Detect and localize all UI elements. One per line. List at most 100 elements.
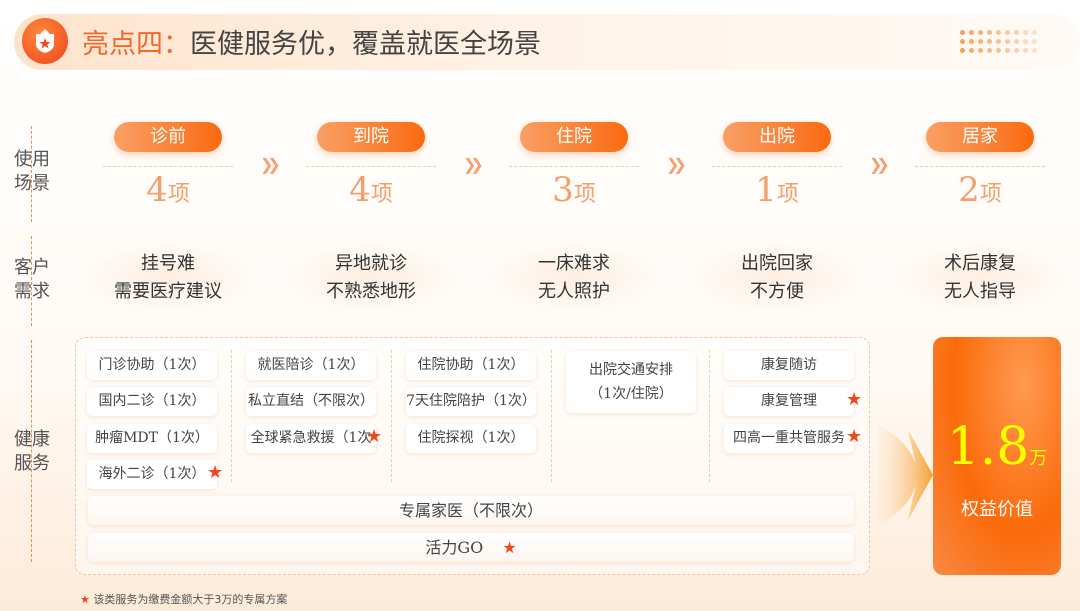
decorative-dots (960, 30, 1037, 53)
title-bar (14, 14, 1080, 70)
star-icon: ★ (207, 462, 224, 483)
stage-count: 4项 (103, 170, 233, 210)
divider (712, 166, 842, 167)
row-label-services: 健康服务 (14, 429, 50, 474)
dot (960, 48, 965, 53)
service-label: 就医陪诊（1次） (257, 357, 365, 373)
footnote-text: 该类服务为缴费金额大于3万的专属方案 (93, 593, 288, 606)
need-line: 不熟悉地形 (326, 281, 416, 302)
stage-pill: 住院 (520, 122, 628, 152)
service-bar: 活力GO ★ (88, 533, 854, 562)
stage-pill: 诊前 (114, 122, 222, 152)
service-label: 7天住院陪护（1次） (406, 393, 536, 409)
service-chip: 住院协助（1次） (406, 351, 536, 380)
need-line: 术后康复 (944, 253, 1016, 274)
divider (31, 236, 32, 326)
stage-pill: 居家 (926, 122, 1034, 152)
dot (996, 30, 1001, 35)
stage-pill: 到院 (317, 122, 425, 152)
need-line: 一床难求 (538, 253, 610, 274)
count-value: 3 (552, 170, 574, 210)
service-chip: 住院探视（1次） (406, 424, 536, 453)
divider (31, 340, 32, 562)
service-chip: 肿瘤MDT（1次） (87, 424, 217, 453)
dot (1032, 30, 1037, 35)
service-chip: 海外二诊（1次） (87, 460, 217, 489)
star-icon: ★ (846, 426, 863, 447)
service-chip: 就医陪诊（1次） (246, 351, 376, 380)
chevron-right-icon: ❯❯ (463, 155, 484, 174)
service-label: 康复随访 (761, 357, 817, 373)
dot (969, 39, 974, 44)
stage-count: 2项 (915, 170, 1045, 210)
count-value: 1 (755, 170, 777, 210)
dot (996, 48, 1001, 53)
dot (1005, 30, 1010, 35)
row-label-needs: 客户需求 (14, 257, 50, 302)
dot (1023, 30, 1028, 35)
dot (1023, 39, 1028, 44)
arrow-icon (878, 420, 933, 534)
count-unit: 项 (370, 182, 393, 207)
service-chip: 康复随访 (724, 351, 854, 380)
service-label: 全球紧急救援（1次 (250, 430, 372, 446)
divider (231, 350, 232, 482)
dot (1005, 39, 1010, 44)
dot (969, 48, 974, 53)
service-chip: 7天住院陪护（1次） (406, 387, 536, 416)
value-amount: 1.8 (946, 417, 1030, 477)
divider (915, 166, 1045, 167)
service-label: （1次/住院） (589, 386, 673, 402)
stage-count: 1项 (712, 170, 842, 210)
service-chip: 私立直结（不限次） (246, 387, 376, 416)
service-chip: 康复管理 (724, 387, 854, 416)
dot (978, 30, 983, 35)
count-unit: 项 (776, 182, 799, 207)
customer-need: 异地就诊 不熟悉地形 (286, 242, 456, 312)
need-line: 无人照护 (538, 281, 610, 302)
dot (1023, 48, 1028, 53)
service-label: 专属家医（不限次） (398, 501, 543, 520)
divider (709, 350, 710, 482)
value-label: 权益价值 (961, 499, 1033, 520)
service-label: 四高一重共管服务 (733, 430, 845, 446)
count-unit: 项 (573, 182, 596, 207)
dot (987, 30, 992, 35)
title-highlight: 亮点四： (82, 29, 190, 60)
count-value: 2 (958, 170, 980, 210)
dot (978, 39, 983, 44)
need-line: 无人指导 (944, 281, 1016, 302)
divider (509, 166, 639, 167)
divider (391, 350, 392, 482)
service-label: 海外二诊（1次） (98, 466, 206, 482)
divider (306, 166, 436, 167)
count-value: 4 (349, 170, 371, 210)
dot (1014, 39, 1019, 44)
dot (1005, 48, 1010, 53)
need-line: 需要医疗建议 (114, 281, 222, 302)
count-unit: 项 (167, 182, 190, 207)
value-unit: 万 (1029, 448, 1048, 469)
chevron-right-icon: ❯❯ (260, 155, 281, 174)
service-label: 住院协助（1次） (417, 357, 525, 373)
divider (31, 126, 32, 222)
need-line: 出院回家 (741, 253, 813, 274)
stage-count: 4项 (306, 170, 436, 210)
customer-need: 一床难求 无人照护 (489, 242, 659, 312)
service-label: 肿瘤MDT（1次） (95, 430, 209, 446)
footnote: ★ 该类服务为缴费金额大于3万的专属方案 (80, 591, 287, 607)
count-value: 4 (146, 170, 168, 210)
stage-pill: 出院 (723, 122, 831, 152)
service-label: 康复管理 (761, 393, 817, 409)
title-text: 医健服务优，覆盖就医全场景 (190, 29, 541, 60)
dot (1032, 39, 1037, 44)
service-chip: 四高一重共管服务 (724, 424, 854, 453)
star-icon: ★ (366, 426, 383, 447)
need-line: 不方便 (750, 281, 804, 302)
need-line: 挂号难 (141, 253, 195, 274)
service-bar: 专属家医（不限次） (88, 496, 854, 525)
dot (1032, 48, 1037, 53)
stage-count: 3项 (509, 170, 639, 210)
customer-need: 术后康复 无人指导 (895, 242, 1065, 312)
divider (551, 350, 552, 482)
